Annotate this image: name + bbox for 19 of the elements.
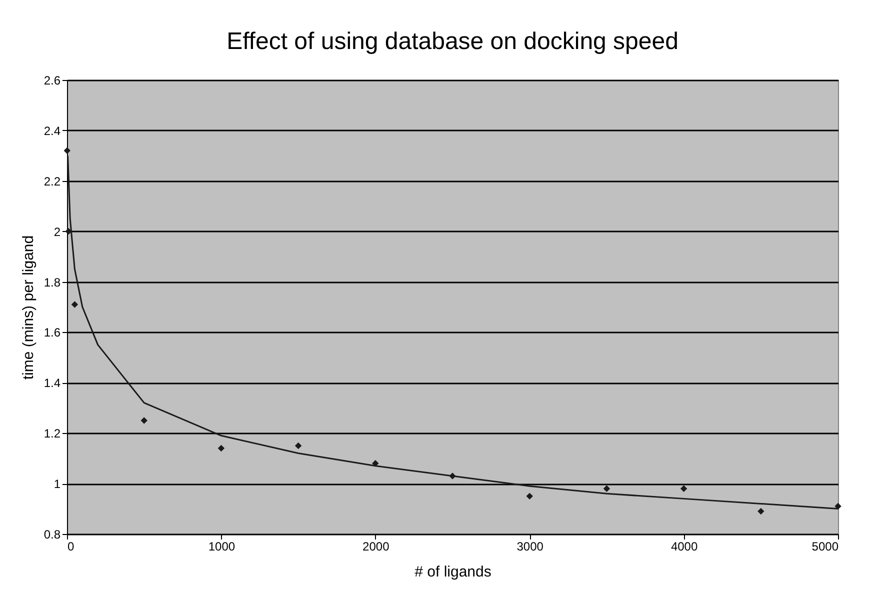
y-tick-label: 1 [54,477,61,492]
x-tick-label: 3000 [516,540,544,554]
y-tick-label: 1.8 [44,275,61,290]
x-tick-label: 2000 [362,540,390,554]
x-tick-label: 5000 [812,540,839,554]
chart-title: Effect of using database on docking speed [226,28,678,55]
y-tick-label: 1.6 [44,326,61,340]
y-tick-label: 2 [54,224,61,239]
x-tick-label: 4000 [670,540,698,554]
y-tick-label: 1.2 [44,426,61,441]
y-tick-label: 2.2 [44,174,61,188]
x-tick-label: 1000 [208,540,236,554]
y-tick-label: 1.4 [44,376,61,390]
x-axis-title: # of ligands [414,564,492,580]
y-tick-label: 2.6 [44,74,61,88]
x-tick-label: 0 [68,540,74,554]
y-axis-title: time (mins) per ligand [20,235,37,380]
y-tick-label: 0.8 [44,528,61,542]
y-tick-label: 2.4 [44,124,61,138]
